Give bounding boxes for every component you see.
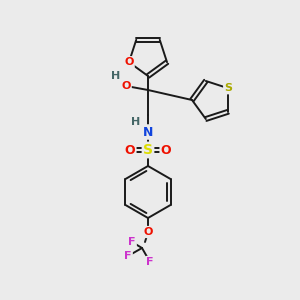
Text: O: O <box>161 143 171 157</box>
Text: F: F <box>146 257 154 267</box>
Text: H: H <box>131 117 141 127</box>
Text: F: F <box>124 251 132 261</box>
Text: O: O <box>124 57 134 67</box>
Text: O: O <box>121 81 131 91</box>
Text: H: H <box>111 71 121 81</box>
Text: S: S <box>224 83 232 93</box>
Text: O: O <box>125 143 135 157</box>
Text: S: S <box>143 143 153 157</box>
Text: N: N <box>143 125 153 139</box>
Text: F: F <box>128 237 136 247</box>
Text: O: O <box>143 227 153 237</box>
